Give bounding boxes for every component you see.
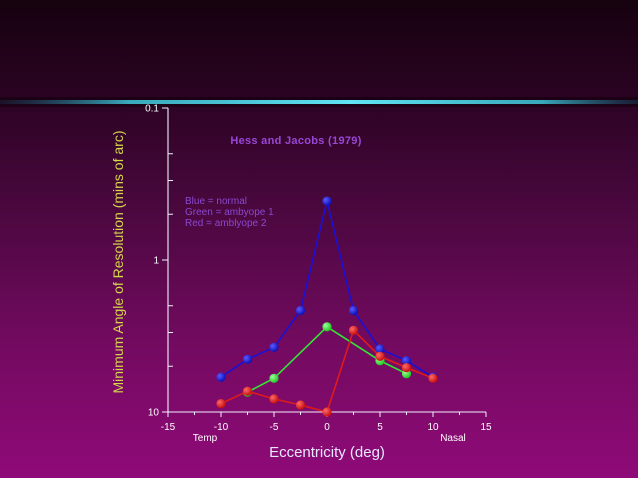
data-point-normal — [375, 344, 385, 354]
data-point-normal — [242, 354, 253, 364]
x-tick-label: -5 — [270, 422, 279, 433]
data-point-amblyope-2 — [348, 325, 359, 335]
x-tick-label: 10 — [427, 422, 439, 433]
x-side-label-nasal: Nasal — [440, 433, 466, 444]
data-point-normal — [401, 356, 412, 366]
legend-amblyope-1: Green = ambyope 1 — [185, 207, 274, 218]
x-axis-title: Eccentricity (deg) — [269, 444, 385, 461]
data-point-amblyope-2 — [269, 394, 279, 404]
data-point-amblyope-2 — [322, 407, 332, 417]
x-tick-label: 15 — [480, 422, 492, 433]
data-point-amblyope-2 — [216, 399, 226, 409]
series-amblyope-2 — [216, 325, 438, 417]
chart-title: Hess and Jacobs (1979) — [230, 135, 361, 147]
data-point-amblyope-2 — [375, 351, 385, 361]
data-point-amblyope-2 — [401, 363, 412, 373]
y-tick-label: 10 — [148, 408, 160, 419]
legend-amblyope-2: Red = amblyope 2 — [185, 218, 267, 229]
axes: -15 -10 -5 0 5 10 15 0.1 1 10 — [145, 104, 492, 434]
series-normal — [216, 196, 438, 382]
y-tick-label: 0.1 — [145, 104, 159, 115]
data-point-normal — [322, 196, 332, 206]
data-point-amblyope-1 — [322, 322, 332, 332]
x-tick-label: 0 — [324, 422, 330, 433]
x-tick-label: -10 — [214, 422, 229, 433]
y-axis-title: Minimum Angle of Resolution (mins of arc… — [110, 131, 126, 394]
data-point-amblyope-1 — [269, 373, 279, 383]
x-ticks: -15 -10 -5 0 5 10 15 — [161, 412, 492, 433]
x-side-label-temp: Temp — [193, 433, 218, 444]
series-layer — [216, 196, 438, 417]
data-point-amblyope-2 — [242, 386, 253, 396]
data-point-normal — [295, 305, 306, 316]
data-point-normal — [348, 305, 359, 316]
data-point-amblyope-2 — [428, 373, 438, 383]
x-tick-label: 5 — [377, 422, 383, 433]
y-ticks: 0.1 1 10 — [145, 104, 173, 419]
legend-normal: Blue = normal — [185, 196, 247, 207]
y-tick-label: 1 — [153, 256, 159, 267]
decorative-glow-bar — [0, 97, 638, 107]
legend: Blue = normal Green = ambyope 1 Red = am… — [185, 196, 274, 229]
data-point-normal — [216, 372, 226, 382]
data-point-amblyope-2 — [295, 400, 306, 410]
x-tick-label: -15 — [161, 422, 176, 433]
data-point-normal — [269, 342, 279, 352]
